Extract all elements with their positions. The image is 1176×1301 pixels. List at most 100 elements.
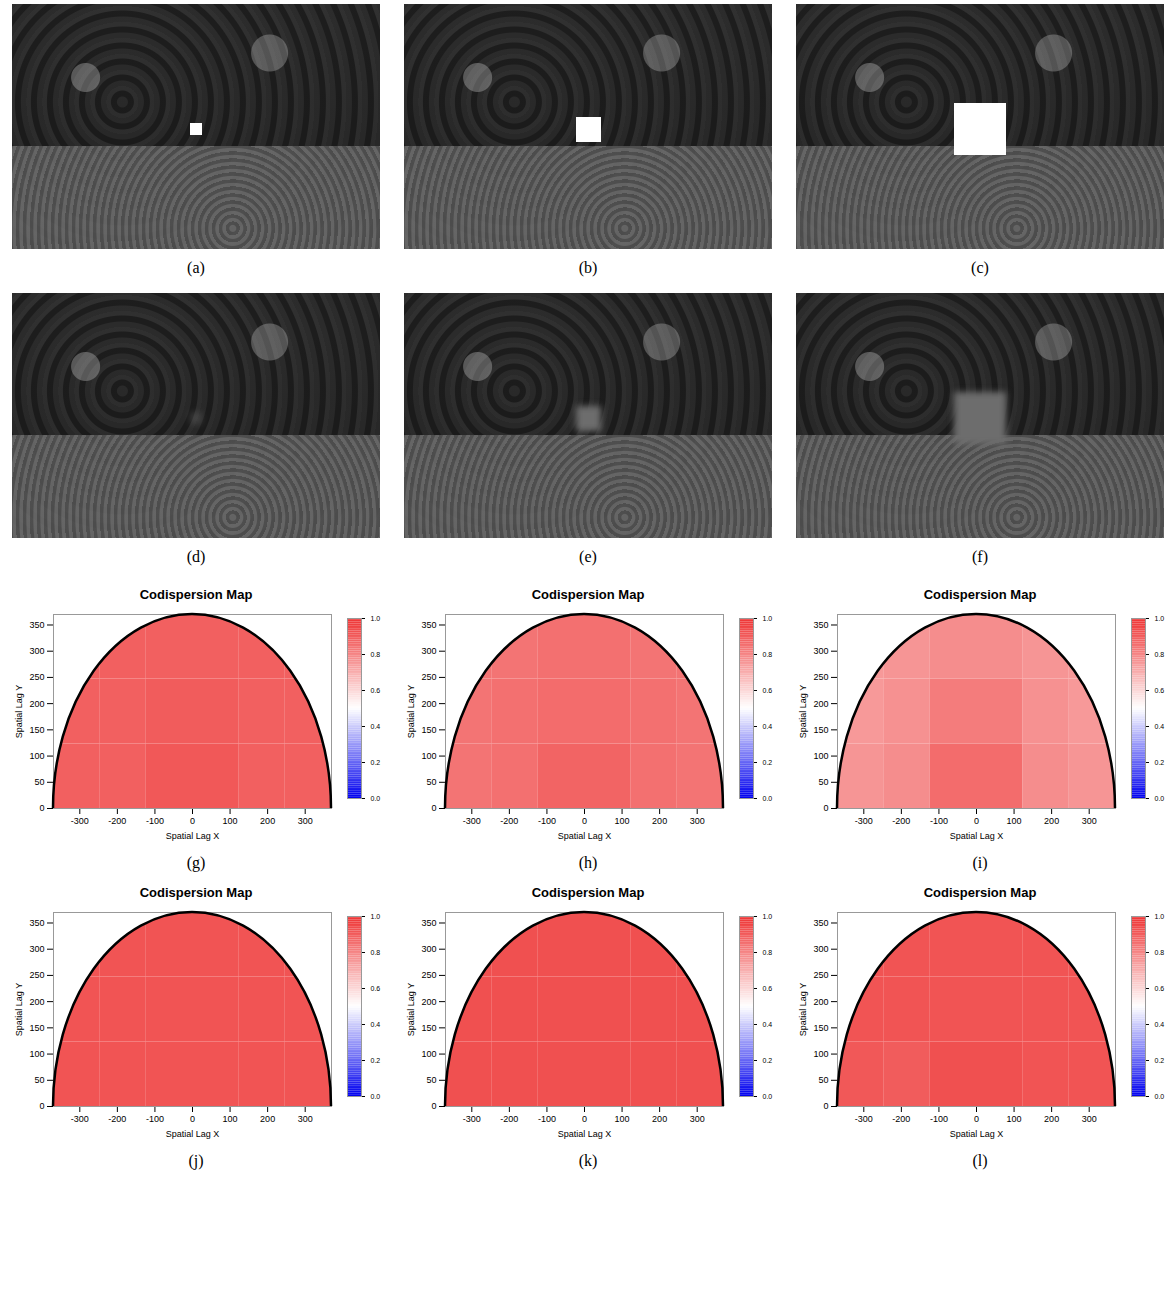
svg-text:0.2: 0.2: [1155, 759, 1165, 766]
svg-text:-200: -200: [500, 1114, 518, 1124]
svg-text:-300: -300: [855, 1114, 873, 1124]
svg-text:0.8: 0.8: [763, 651, 773, 658]
svg-text:Spatial Lag X: Spatial Lag X: [558, 831, 612, 841]
svg-text:0.6: 0.6: [371, 687, 381, 694]
svg-text:50: 50: [34, 1075, 44, 1085]
svg-text:0.6: 0.6: [1155, 687, 1165, 694]
svg-text:100: 100: [1007, 1114, 1022, 1124]
svg-text:50: 50: [34, 777, 44, 787]
svg-text:Spatial Lag X: Spatial Lag X: [950, 831, 1004, 841]
svg-text:Spatial Lag Y: Spatial Lag Y: [798, 685, 808, 738]
svg-text:100: 100: [223, 816, 238, 826]
svg-text:Spatial Lag X: Spatial Lag X: [166, 831, 220, 841]
svg-text:300: 300: [1082, 1114, 1097, 1124]
svg-text:100: 100: [223, 1114, 238, 1124]
svg-text:150: 150: [421, 725, 436, 735]
svg-text:1.0: 1.0: [371, 615, 381, 622]
svg-text:0.8: 0.8: [1155, 651, 1165, 658]
svg-text:50: 50: [426, 777, 436, 787]
svg-text:200: 200: [260, 816, 275, 826]
svg-text:1.0: 1.0: [763, 615, 773, 622]
svg-text:-100: -100: [146, 816, 164, 826]
svg-text:Spatial Lag X: Spatial Lag X: [166, 1129, 220, 1139]
svg-text:0.8: 0.8: [371, 949, 381, 956]
svg-text:0: 0: [190, 1114, 195, 1124]
svg-text:-200: -200: [892, 1114, 910, 1124]
svg-text:0.4: 0.4: [371, 723, 381, 730]
svg-text:0: 0: [39, 1101, 44, 1111]
svg-text:0: 0: [823, 803, 828, 813]
svg-text:-300: -300: [71, 816, 89, 826]
svg-text:0.0: 0.0: [1155, 795, 1165, 802]
svg-text:-200: -200: [500, 816, 518, 826]
svg-text:Spatial Lag X: Spatial Lag X: [950, 1129, 1004, 1139]
svg-text:Spatial Lag Y: Spatial Lag Y: [406, 983, 416, 1036]
svg-text:200: 200: [421, 997, 436, 1007]
svg-text:0.2: 0.2: [763, 759, 773, 766]
svg-text:250: 250: [813, 970, 828, 980]
svg-text:100: 100: [615, 1114, 630, 1124]
svg-text:1.0: 1.0: [763, 913, 773, 920]
svg-text:Spatial Lag Y: Spatial Lag Y: [406, 685, 416, 738]
svg-text:350: 350: [813, 918, 828, 928]
svg-text:-100: -100: [538, 816, 556, 826]
svg-text:150: 150: [813, 725, 828, 735]
svg-text:-300: -300: [855, 816, 873, 826]
svg-text:100: 100: [29, 1049, 44, 1059]
svg-text:0.2: 0.2: [763, 1057, 773, 1064]
svg-text:0.4: 0.4: [1155, 1021, 1165, 1028]
svg-text:0.4: 0.4: [763, 1021, 773, 1028]
svg-text:200: 200: [29, 997, 44, 1007]
svg-text:Spatial Lag Y: Spatial Lag Y: [14, 983, 24, 1036]
svg-text:0.6: 0.6: [371, 985, 381, 992]
svg-text:250: 250: [29, 970, 44, 980]
svg-text:100: 100: [813, 751, 828, 761]
svg-text:200: 200: [1044, 816, 1059, 826]
svg-text:0.2: 0.2: [371, 759, 381, 766]
svg-text:300: 300: [690, 816, 705, 826]
svg-text:0: 0: [190, 816, 195, 826]
svg-text:0: 0: [974, 1114, 979, 1124]
svg-text:-200: -200: [108, 1114, 126, 1124]
svg-text:-200: -200: [108, 816, 126, 826]
svg-text:-300: -300: [463, 1114, 481, 1124]
svg-text:300: 300: [29, 646, 44, 656]
svg-text:100: 100: [1007, 816, 1022, 826]
svg-text:0: 0: [39, 803, 44, 813]
svg-text:0.2: 0.2: [1155, 1057, 1165, 1064]
svg-text:250: 250: [421, 970, 436, 980]
svg-text:0.0: 0.0: [371, 795, 381, 802]
svg-text:0.6: 0.6: [763, 985, 773, 992]
svg-text:50: 50: [426, 1075, 436, 1085]
svg-text:Spatial Lag Y: Spatial Lag Y: [14, 685, 24, 738]
svg-text:100: 100: [421, 751, 436, 761]
svg-text:-300: -300: [71, 1114, 89, 1124]
svg-text:0.0: 0.0: [763, 1093, 773, 1100]
svg-text:0.4: 0.4: [763, 723, 773, 730]
svg-text:200: 200: [652, 816, 667, 826]
svg-text:0: 0: [582, 816, 587, 826]
svg-text:Spatial Lag X: Spatial Lag X: [558, 1129, 612, 1139]
svg-text:0.0: 0.0: [1155, 1093, 1165, 1100]
svg-text:0: 0: [431, 803, 436, 813]
svg-text:150: 150: [29, 1023, 44, 1033]
svg-text:50: 50: [818, 1075, 828, 1085]
svg-text:-100: -100: [930, 1114, 948, 1124]
svg-text:0: 0: [823, 1101, 828, 1111]
svg-text:-100: -100: [146, 1114, 164, 1124]
svg-text:0.8: 0.8: [1155, 949, 1165, 956]
svg-text:350: 350: [421, 620, 436, 630]
svg-text:0.2: 0.2: [371, 1057, 381, 1064]
svg-text:100: 100: [813, 1049, 828, 1059]
svg-text:0.6: 0.6: [1155, 985, 1165, 992]
svg-text:350: 350: [813, 620, 828, 630]
svg-text:200: 200: [652, 1114, 667, 1124]
svg-text:-100: -100: [930, 816, 948, 826]
svg-text:300: 300: [421, 944, 436, 954]
svg-text:0.0: 0.0: [763, 795, 773, 802]
svg-text:250: 250: [29, 672, 44, 682]
svg-text:Spatial Lag Y: Spatial Lag Y: [798, 983, 808, 1036]
svg-text:1.0: 1.0: [1155, 615, 1165, 622]
svg-text:300: 300: [29, 944, 44, 954]
svg-text:100: 100: [615, 816, 630, 826]
